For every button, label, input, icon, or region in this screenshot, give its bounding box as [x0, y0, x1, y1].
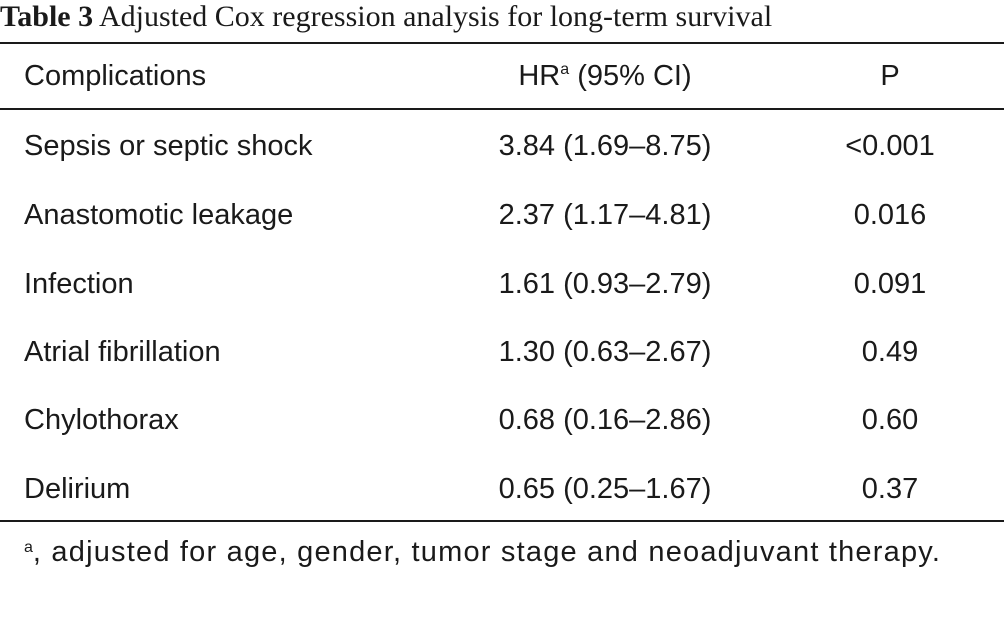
- complication-cell: Chylothorax: [24, 404, 179, 436]
- top-rule: [0, 42, 1004, 44]
- footnote-text: , adjusted for age, gender, tumor stage …: [32, 536, 942, 568]
- complication-cell: Infection: [24, 268, 134, 300]
- hr-ci-cell: 0.65 (0.25–1.67): [498, 473, 712, 505]
- table-row: Infection 1.61 (0.93–2.79) 0.091: [0, 264, 1004, 304]
- header-complications: Complications: [24, 60, 207, 92]
- header-hr: HRa (95% CI): [450, 56, 760, 96]
- table-caption: Table 3 Adjusted Cox regression analysis…: [0, 0, 772, 40]
- p-value-cell: 0.60: [861, 404, 919, 436]
- header-rule: [0, 108, 1004, 110]
- table-number: Table 3: [0, 0, 94, 33]
- footnote-marker: a: [24, 539, 33, 556]
- hr-ci-cell: 2.37 (1.17–4.81): [498, 199, 712, 231]
- table-footnote: a, adjusted for age, gender, tumor stage…: [24, 532, 982, 572]
- complication-cell: Atrial fibrillation: [24, 336, 221, 368]
- hr-ci-cell: 1.61 (0.93–2.79): [498, 268, 712, 300]
- p-value-cell: 0.49: [861, 336, 919, 368]
- p-value-cell: <0.001: [845, 130, 935, 162]
- p-value-cell: 0.091: [853, 268, 927, 300]
- hr-ci-cell: 3.84 (1.69–8.75): [498, 130, 712, 162]
- table-row: Atrial fibrillation 1.30 (0.63–2.67) 0.4…: [0, 332, 1004, 372]
- complication-cell: Anastomotic leakage: [24, 199, 294, 231]
- table-row: Delirium 0.65 (0.25–1.67) 0.37: [0, 469, 1004, 509]
- table-row: Anastomotic leakage 2.37 (1.17–4.81) 0.0…: [0, 195, 1004, 235]
- table-header-row: Complications HRa (95% CI) P: [0, 56, 1004, 96]
- table-row: Chylothorax 0.68 (0.16–2.86) 0.60: [0, 400, 1004, 440]
- header-p: P: [880, 60, 900, 92]
- complication-cell: Sepsis or septic shock: [24, 130, 313, 162]
- hr-ci-cell: 0.68 (0.16–2.86): [498, 404, 712, 436]
- hr-ci-cell: 1.30 (0.63–2.67): [498, 336, 712, 368]
- header-hr-label: HR: [518, 60, 561, 92]
- table-row: Sepsis or septic shock 3.84 (1.69–8.75) …: [0, 126, 1004, 166]
- complication-cell: Delirium: [24, 473, 131, 505]
- p-value-cell: 0.37: [861, 473, 919, 505]
- bottom-rule: [0, 520, 1004, 522]
- header-hr-superscript: a: [560, 61, 570, 78]
- header-hr-suffix: (95% CI): [569, 60, 692, 92]
- table-title: Adjusted Cox regression analysis for lon…: [98, 0, 773, 33]
- p-value-cell: 0.016: [853, 199, 927, 231]
